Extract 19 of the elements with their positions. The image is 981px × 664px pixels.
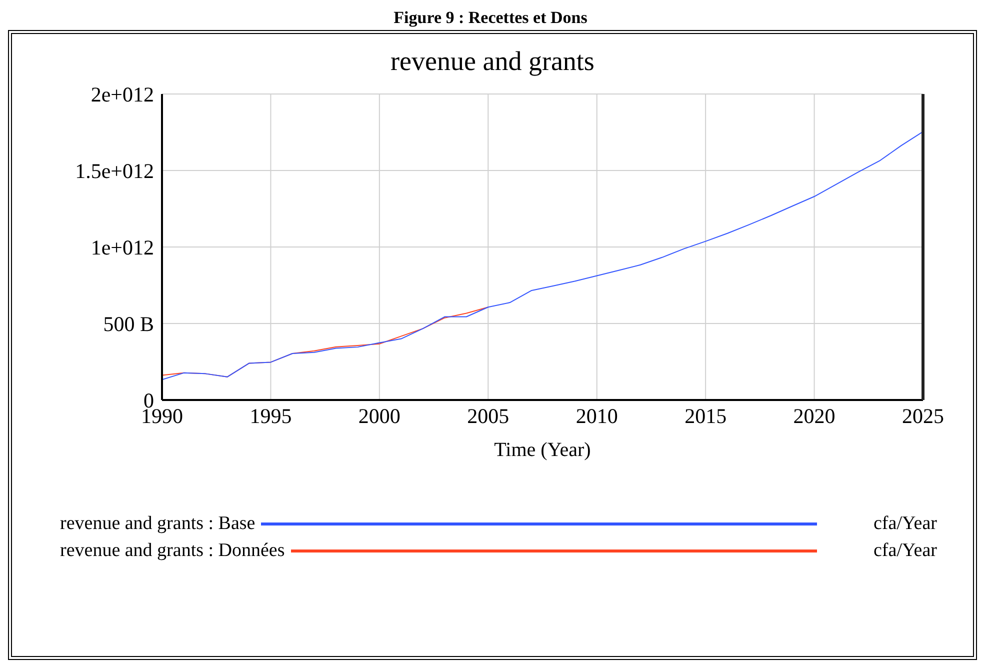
- caption: Figure 9 : Recettes et Dons: [392, 8, 588, 29]
- x-tick-label: 2015: [684, 404, 727, 428]
- line-series: [162, 131, 923, 380]
- legend-label: revenue and grants : Base: [60, 512, 256, 534]
- chart-title: revenue and grants: [390, 46, 596, 78]
- y-tick-label: 1e+012: [90, 235, 154, 260]
- y-tick-label: 500 B: [103, 312, 154, 336]
- x-tick-label: 2010: [576, 404, 618, 428]
- x-axis-title: Time (Year): [494, 439, 591, 461]
- y-tick-label: 2e+012: [90, 82, 154, 106]
- legend-label: revenue and grants : Données: [60, 540, 285, 562]
- x-tick-label: 2020: [793, 404, 836, 428]
- x-tick-label: 2000: [358, 404, 400, 428]
- x-tick-label: 2005: [467, 404, 510, 428]
- text: cfa/Year: [872, 540, 937, 562]
- x-tick-label: 1995: [250, 404, 292, 428]
- text: cfa/Year: [872, 512, 937, 534]
- x-tick-label: 2025: [902, 404, 944, 428]
- y-tick-label: 1.5e+012: [75, 158, 154, 183]
